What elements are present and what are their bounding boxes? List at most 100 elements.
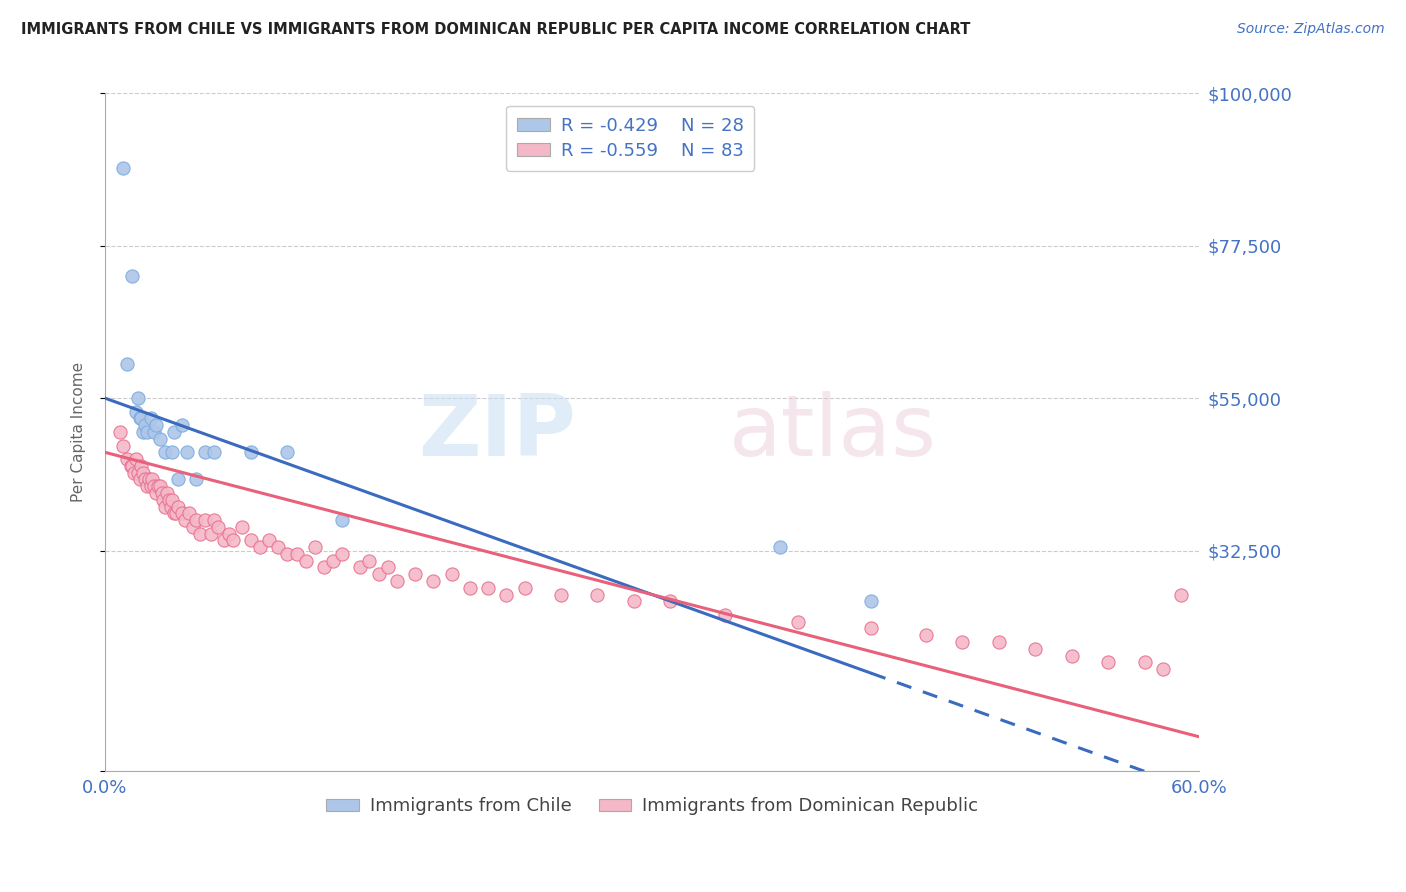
Point xyxy=(149,479,172,493)
Point xyxy=(128,472,150,486)
Point xyxy=(285,547,308,561)
Point xyxy=(150,486,173,500)
Point xyxy=(120,458,142,473)
Point xyxy=(1170,588,1192,602)
Point xyxy=(231,520,253,534)
Point xyxy=(550,588,572,602)
Point xyxy=(1097,656,1119,670)
Point xyxy=(330,513,353,527)
Point xyxy=(440,567,463,582)
Point xyxy=(131,458,153,473)
Point xyxy=(170,506,193,520)
Point xyxy=(221,533,243,548)
Point xyxy=(458,581,481,595)
Y-axis label: Per Capita Income: Per Capita Income xyxy=(72,362,86,502)
Point xyxy=(181,520,204,534)
Point xyxy=(249,540,271,554)
Point xyxy=(127,466,149,480)
Text: ZIP: ZIP xyxy=(418,391,575,474)
Point xyxy=(1152,662,1174,676)
Point xyxy=(200,526,222,541)
Point xyxy=(987,635,1010,649)
Point xyxy=(149,432,172,446)
Point xyxy=(950,635,973,649)
Point xyxy=(131,411,153,425)
Point xyxy=(586,588,609,602)
Point xyxy=(139,411,162,425)
Point xyxy=(276,445,298,459)
Point xyxy=(239,445,262,459)
Point xyxy=(914,628,936,642)
Point xyxy=(1024,641,1046,656)
Point xyxy=(162,492,184,507)
Point xyxy=(186,513,208,527)
Point xyxy=(186,472,208,486)
Point xyxy=(495,588,517,602)
Point xyxy=(153,445,176,459)
Point xyxy=(127,391,149,405)
Point xyxy=(167,472,190,486)
Point xyxy=(152,492,174,507)
Point xyxy=(257,533,280,548)
Point xyxy=(145,418,167,433)
Point xyxy=(174,513,197,527)
Point xyxy=(623,594,645,608)
Point xyxy=(188,526,211,541)
Point xyxy=(157,492,180,507)
Point xyxy=(134,472,156,486)
Point xyxy=(330,547,353,561)
Legend: Immigrants from Chile, Immigrants from Dominican Republic: Immigrants from Chile, Immigrants from D… xyxy=(319,790,986,822)
Point xyxy=(112,439,135,453)
Point xyxy=(769,540,792,554)
Point xyxy=(176,445,198,459)
Point xyxy=(170,418,193,433)
Point xyxy=(349,560,371,574)
Point xyxy=(134,418,156,433)
Point xyxy=(304,540,326,554)
Point xyxy=(108,425,131,439)
Point xyxy=(312,560,335,574)
Point xyxy=(1060,648,1083,663)
Point xyxy=(194,513,217,527)
Point xyxy=(141,472,163,486)
Point xyxy=(860,622,883,636)
Point xyxy=(422,574,444,588)
Point xyxy=(146,479,169,493)
Point xyxy=(294,554,316,568)
Point xyxy=(267,540,290,554)
Point xyxy=(404,567,426,582)
Point xyxy=(115,452,138,467)
Point xyxy=(787,615,810,629)
Point xyxy=(143,479,166,493)
Point xyxy=(121,269,143,284)
Point xyxy=(385,574,408,588)
Text: IMMIGRANTS FROM CHILE VS IMMIGRANTS FROM DOMINICAN REPUBLIC PER CAPITA INCOME CO: IMMIGRANTS FROM CHILE VS IMMIGRANTS FROM… xyxy=(21,22,970,37)
Point xyxy=(367,567,389,582)
Point xyxy=(125,405,148,419)
Point xyxy=(143,425,166,439)
Point xyxy=(239,533,262,548)
Point xyxy=(138,472,160,486)
Point xyxy=(163,506,186,520)
Point xyxy=(125,452,148,467)
Point xyxy=(153,500,176,514)
Point xyxy=(204,445,226,459)
Point xyxy=(132,466,155,480)
Text: Source: ZipAtlas.com: Source: ZipAtlas.com xyxy=(1237,22,1385,37)
Point xyxy=(359,554,381,568)
Point xyxy=(659,594,682,608)
Point xyxy=(128,411,150,425)
Point xyxy=(136,479,159,493)
Point xyxy=(112,161,135,175)
Point xyxy=(139,479,162,493)
Text: atlas: atlas xyxy=(728,391,936,474)
Point xyxy=(167,500,190,514)
Point xyxy=(276,547,298,561)
Point xyxy=(322,554,344,568)
Point xyxy=(377,560,399,574)
Point xyxy=(162,445,184,459)
Point xyxy=(122,466,145,480)
Point xyxy=(477,581,499,595)
Point xyxy=(115,357,138,371)
Point xyxy=(156,486,179,500)
